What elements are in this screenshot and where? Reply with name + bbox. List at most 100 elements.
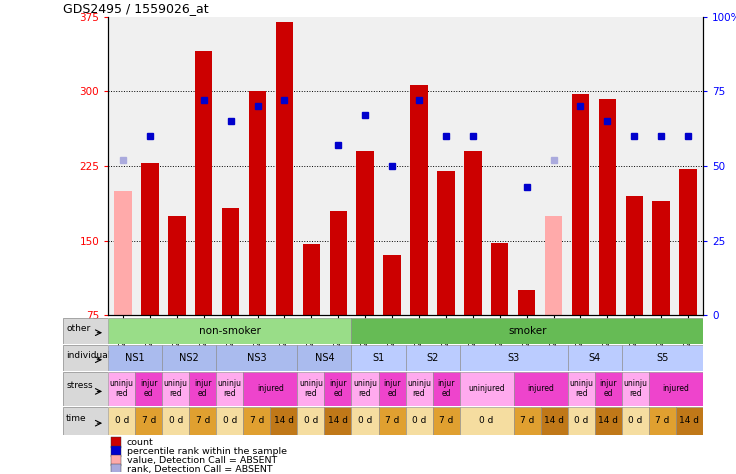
- Bar: [679, 169, 697, 315]
- Bar: [676, 407, 703, 435]
- Bar: [356, 151, 374, 315]
- Text: stress: stress: [66, 382, 93, 391]
- Bar: [649, 372, 703, 406]
- Bar: [352, 345, 406, 371]
- Text: uninju
red: uninju red: [353, 379, 377, 398]
- Bar: [567, 407, 595, 435]
- Bar: [406, 345, 459, 371]
- Text: 7 d: 7 d: [655, 417, 670, 425]
- Text: injured: injured: [257, 384, 284, 393]
- Bar: [297, 372, 325, 406]
- Text: 0 d: 0 d: [358, 417, 372, 425]
- Bar: [652, 201, 670, 315]
- Text: 7 d: 7 d: [196, 417, 210, 425]
- Text: injur
ed: injur ed: [140, 379, 158, 398]
- Bar: [141, 163, 159, 315]
- Text: S1: S1: [372, 353, 385, 363]
- Bar: [302, 244, 320, 315]
- Bar: [244, 372, 297, 406]
- Bar: [567, 372, 595, 406]
- Text: 0 d: 0 d: [479, 417, 494, 425]
- Bar: [108, 318, 352, 344]
- Bar: [352, 372, 378, 406]
- Text: S2: S2: [426, 353, 439, 363]
- Bar: [276, 22, 293, 315]
- Bar: [249, 91, 266, 315]
- Text: injur
ed: injur ed: [383, 379, 401, 398]
- Bar: [108, 407, 135, 435]
- Text: S3: S3: [508, 353, 520, 363]
- Bar: [189, 372, 216, 406]
- Text: percentile rank within the sample: percentile rank within the sample: [127, 447, 287, 456]
- Text: 7 d: 7 d: [520, 417, 534, 425]
- Text: uninju
red: uninju red: [623, 379, 647, 398]
- Bar: [598, 99, 616, 315]
- Text: uninju
red: uninju red: [299, 379, 323, 398]
- Text: rank, Detection Call = ABSENT: rank, Detection Call = ABSENT: [127, 465, 272, 474]
- Bar: [135, 407, 162, 435]
- Bar: [330, 211, 347, 315]
- Bar: [433, 407, 459, 435]
- Bar: [459, 407, 514, 435]
- Text: 7 d: 7 d: [385, 417, 399, 425]
- Text: injur
ed: injur ed: [329, 379, 347, 398]
- Bar: [378, 407, 406, 435]
- Text: 0 d: 0 d: [304, 417, 318, 425]
- Bar: [216, 407, 244, 435]
- Bar: [325, 407, 352, 435]
- Bar: [195, 52, 213, 315]
- Text: uninjured: uninjured: [468, 384, 505, 393]
- Bar: [459, 372, 514, 406]
- Bar: [297, 345, 352, 371]
- Text: 7 d: 7 d: [141, 417, 156, 425]
- Text: 14 d: 14 d: [328, 417, 348, 425]
- Text: uninju
red: uninju red: [407, 379, 431, 398]
- Bar: [541, 407, 567, 435]
- Text: 0 d: 0 d: [169, 417, 183, 425]
- Text: 0 d: 0 d: [115, 417, 129, 425]
- Bar: [572, 94, 590, 315]
- Bar: [622, 345, 703, 371]
- Text: individual: individual: [66, 351, 110, 360]
- Bar: [352, 407, 378, 435]
- Bar: [325, 372, 352, 406]
- Text: 14 d: 14 d: [274, 417, 294, 425]
- Bar: [162, 372, 189, 406]
- Text: other: other: [66, 324, 91, 333]
- Text: injured: injured: [527, 384, 554, 393]
- Bar: [626, 196, 643, 315]
- Bar: [222, 208, 239, 315]
- Bar: [622, 407, 649, 435]
- Text: GDS2495 / 1559026_at: GDS2495 / 1559026_at: [63, 2, 208, 16]
- Bar: [514, 407, 541, 435]
- Text: NS4: NS4: [314, 353, 334, 363]
- Text: injur
ed: injur ed: [194, 379, 211, 398]
- Text: S5: S5: [657, 353, 668, 363]
- Bar: [110, 464, 121, 474]
- Text: 14 d: 14 d: [544, 417, 565, 425]
- Text: 0 d: 0 d: [412, 417, 426, 425]
- Bar: [110, 446, 121, 457]
- Text: NS3: NS3: [247, 353, 266, 363]
- Bar: [459, 345, 567, 371]
- Bar: [383, 255, 401, 315]
- Bar: [595, 372, 622, 406]
- Bar: [110, 437, 121, 448]
- Text: injured: injured: [662, 384, 690, 393]
- Bar: [378, 372, 406, 406]
- Bar: [216, 372, 244, 406]
- Bar: [297, 407, 325, 435]
- Text: uninju
red: uninju red: [164, 379, 188, 398]
- Text: S4: S4: [589, 353, 601, 363]
- Text: uninju
red: uninju red: [218, 379, 242, 398]
- Text: 7 d: 7 d: [439, 417, 453, 425]
- Text: injur
ed: injur ed: [437, 379, 455, 398]
- Bar: [567, 345, 622, 371]
- Bar: [491, 243, 509, 315]
- Bar: [352, 318, 703, 344]
- Text: 0 d: 0 d: [223, 417, 237, 425]
- Bar: [108, 372, 135, 406]
- Text: time: time: [66, 414, 87, 423]
- Bar: [410, 85, 428, 315]
- Text: 7 d: 7 d: [250, 417, 264, 425]
